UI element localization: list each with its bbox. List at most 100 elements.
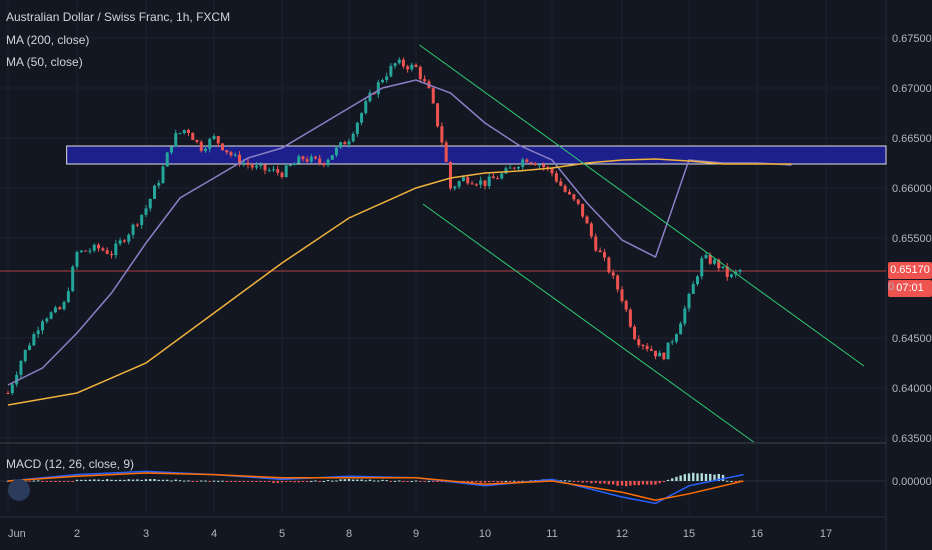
macd-legend[interactable]: MACD (12, 26, close, 9) xyxy=(6,457,135,471)
candle-body xyxy=(45,318,49,322)
candle xyxy=(637,335,641,348)
candle-body xyxy=(470,183,474,185)
macd-bar xyxy=(496,481,499,483)
macd-bar xyxy=(598,481,602,484)
candle-body xyxy=(554,173,558,182)
macd-bar xyxy=(6,480,10,482)
macd-bar xyxy=(492,481,495,482)
candle xyxy=(267,167,271,172)
candle xyxy=(351,131,355,143)
candle-body xyxy=(641,344,645,346)
candle xyxy=(554,170,558,184)
candle-body xyxy=(101,248,105,251)
candle-body xyxy=(418,67,422,80)
candle-body xyxy=(293,163,297,166)
macd-bar xyxy=(97,479,100,481)
candle-body xyxy=(457,181,461,187)
candle-body xyxy=(637,339,641,345)
candle-body xyxy=(97,244,101,249)
candle-body xyxy=(717,259,721,269)
candle xyxy=(649,345,653,352)
candle xyxy=(611,269,615,280)
macd-bar xyxy=(32,480,36,482)
candle xyxy=(537,163,541,169)
chart-title: Australian Dollar / Swiss Franc, 1h, FXC… xyxy=(6,10,231,24)
candle-body xyxy=(216,136,220,144)
candle xyxy=(246,158,250,169)
ma50-legend[interactable]: MA (50, close) xyxy=(6,55,83,69)
candle xyxy=(23,349,27,363)
candle xyxy=(410,62,414,72)
macd-bar xyxy=(654,481,657,485)
candle-body xyxy=(576,199,580,204)
macd-bar xyxy=(118,479,122,481)
macd-bar xyxy=(612,481,615,485)
macd-bar xyxy=(71,481,74,482)
candle xyxy=(259,162,263,170)
candle xyxy=(658,350,662,357)
candle-body xyxy=(559,181,563,186)
candle-body xyxy=(679,323,683,335)
macd-bar xyxy=(310,480,313,482)
macd-bar xyxy=(470,481,474,483)
candle xyxy=(628,307,632,329)
time-tick-label: 8 xyxy=(346,528,352,540)
candle-body xyxy=(229,152,233,156)
macd-bar xyxy=(84,479,87,481)
candle-body xyxy=(334,147,338,156)
ma200-legend[interactable]: MA (200, close) xyxy=(6,33,90,47)
candle xyxy=(263,164,267,175)
candle xyxy=(49,311,53,320)
macd-tick-label: 0.00000 xyxy=(892,476,932,488)
candle xyxy=(28,342,32,351)
macd-bar xyxy=(80,479,83,481)
candle-body xyxy=(153,185,156,199)
candle-body xyxy=(406,66,410,70)
candle xyxy=(225,149,229,155)
candle-body xyxy=(233,154,237,156)
candle xyxy=(293,162,297,166)
candle-body xyxy=(280,172,284,178)
candle-body xyxy=(628,309,632,327)
candle-body xyxy=(687,293,691,309)
candle-body xyxy=(351,133,355,142)
candle xyxy=(533,162,537,166)
candle-body xyxy=(105,250,109,254)
macd-bar xyxy=(658,481,661,484)
macd-bar xyxy=(234,481,237,482)
candle xyxy=(414,63,418,68)
candle-body xyxy=(288,165,292,167)
macd-bar xyxy=(255,481,258,482)
candle xyxy=(376,79,380,99)
candle-body xyxy=(568,191,571,195)
candle xyxy=(88,247,92,254)
candle-body xyxy=(355,122,359,134)
candle xyxy=(393,62,397,69)
candle xyxy=(381,78,384,84)
candle-body xyxy=(521,159,525,167)
candle xyxy=(364,97,368,115)
candle xyxy=(6,390,10,394)
candle xyxy=(449,161,452,191)
candle xyxy=(589,221,593,239)
candle-body xyxy=(479,180,483,185)
candle-body xyxy=(339,142,343,148)
candle-body xyxy=(730,274,733,277)
candle xyxy=(633,324,637,341)
candle-body xyxy=(182,129,186,134)
price-tick-label: 0.66000 xyxy=(892,183,932,195)
candle xyxy=(32,332,36,347)
candle-body xyxy=(397,59,401,64)
macd-bar xyxy=(217,480,220,482)
candle xyxy=(36,326,40,339)
candle-body xyxy=(572,194,576,200)
macd-bar xyxy=(675,476,678,481)
grid xyxy=(0,0,887,550)
candle xyxy=(594,233,598,253)
candle-body xyxy=(330,155,334,160)
macd-bar xyxy=(242,481,245,482)
candle-body xyxy=(157,182,161,186)
candle xyxy=(118,237,122,246)
candle-body xyxy=(161,166,165,183)
